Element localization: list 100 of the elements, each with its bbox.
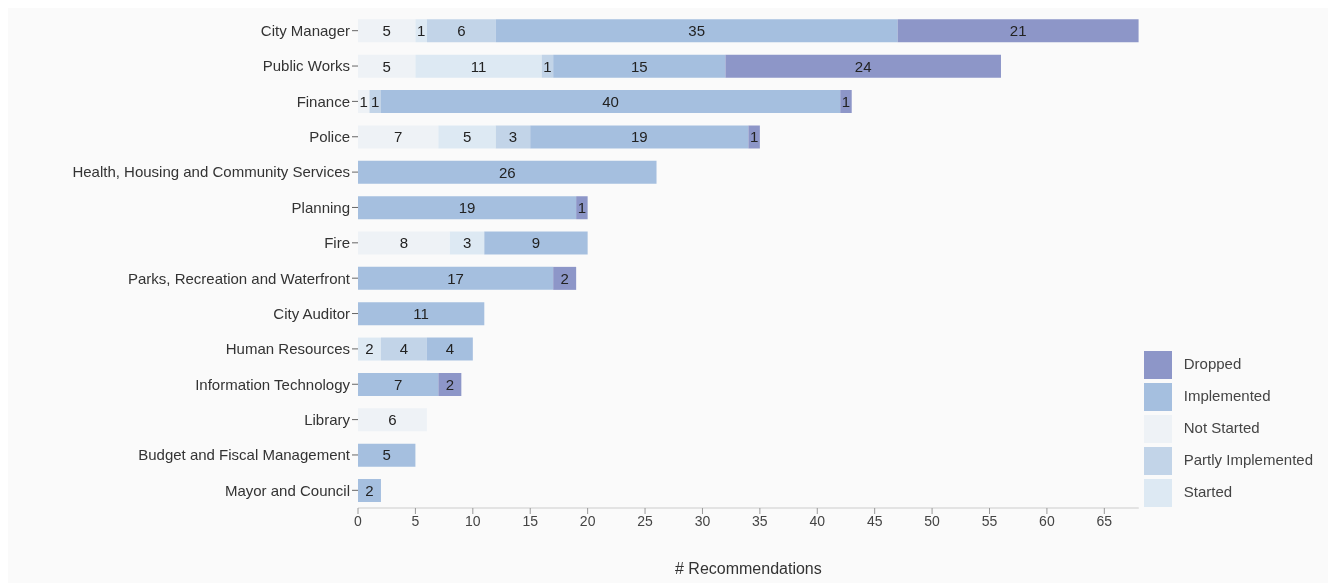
data-label: 19 bbox=[458, 198, 476, 216]
x-axis-title: # Recommendations bbox=[675, 560, 822, 577]
x-tick-label: 5 bbox=[411, 512, 420, 529]
bar bbox=[495, 125, 531, 149]
bar bbox=[358, 54, 416, 78]
y-tick-label: Library bbox=[304, 410, 351, 428]
data-label: 6 bbox=[457, 22, 466, 40]
legend-label: Partly Implemented bbox=[1183, 451, 1313, 468]
data-label: 1 bbox=[543, 57, 552, 75]
y-tick-label: City Auditor bbox=[273, 304, 350, 322]
bar bbox=[358, 408, 427, 432]
y-tick-label: Police bbox=[309, 128, 350, 146]
y-tick-label: Health, Housing and Community Services bbox=[72, 163, 350, 181]
bar bbox=[358, 372, 439, 396]
data-label: 5 bbox=[382, 446, 391, 464]
data-label: 19 bbox=[630, 128, 648, 146]
y-tick-label: Information Technology bbox=[195, 375, 351, 393]
bar bbox=[358, 302, 485, 326]
data-label: 11 bbox=[470, 57, 487, 75]
x-tick-label: 50 bbox=[924, 512, 941, 529]
data-label: 1 bbox=[749, 128, 759, 146]
data-label: 6 bbox=[388, 411, 397, 429]
y-tick-label: Human Resources bbox=[225, 340, 350, 358]
bar bbox=[897, 19, 1139, 43]
x-tick-label: 35 bbox=[752, 512, 768, 529]
data-label: 1 bbox=[371, 92, 380, 110]
bar bbox=[438, 372, 462, 396]
bar bbox=[358, 160, 657, 184]
x-tick-label: 25 bbox=[637, 512, 654, 529]
data-label: 24 bbox=[854, 57, 872, 75]
bar bbox=[358, 19, 416, 43]
bar bbox=[358, 231, 450, 255]
data-label: 26 bbox=[498, 163, 516, 181]
bar bbox=[725, 54, 1001, 78]
data-label: 8 bbox=[399, 234, 409, 252]
bar bbox=[358, 479, 381, 503]
bar bbox=[426, 337, 473, 361]
bar bbox=[576, 196, 588, 220]
bar bbox=[380, 337, 427, 361]
x-tick-label: 20 bbox=[579, 512, 596, 529]
x-tick-label: 55 bbox=[981, 512, 998, 529]
bar bbox=[840, 90, 852, 114]
x-tick-label: 45 bbox=[866, 512, 883, 529]
x-tick-label: 0 bbox=[354, 512, 363, 529]
bar bbox=[358, 337, 381, 361]
data-label: 7 bbox=[394, 375, 403, 393]
bar bbox=[358, 196, 577, 220]
x-tick-label: 65 bbox=[1096, 512, 1113, 529]
bar bbox=[495, 19, 898, 43]
y-tick-label: Finance bbox=[296, 92, 350, 110]
data-label: 4 bbox=[399, 340, 409, 358]
y-tick-label: Public Works bbox=[262, 57, 350, 75]
bar bbox=[449, 231, 485, 255]
bar bbox=[415, 54, 542, 78]
legend-label: Dropped bbox=[1183, 355, 1242, 372]
bar bbox=[553, 54, 726, 78]
legend-label: Not Started bbox=[1183, 419, 1260, 436]
y-tick-label: Planning bbox=[291, 198, 350, 216]
data-label: 40 bbox=[602, 92, 619, 110]
x-tick-label: 60 bbox=[1039, 512, 1055, 529]
data-label: 5 bbox=[382, 57, 391, 75]
data-label: 3 bbox=[508, 128, 518, 146]
bar bbox=[369, 90, 381, 114]
data-label: 15 bbox=[630, 57, 648, 75]
data-label: 5 bbox=[462, 128, 472, 146]
data-label: 2 bbox=[365, 340, 374, 358]
y-tick-label: City Manager bbox=[260, 22, 350, 39]
data-label: 1 bbox=[359, 92, 368, 110]
data-label: 7 bbox=[394, 128, 403, 146]
data-label: 1 bbox=[841, 92, 851, 110]
bar bbox=[358, 443, 416, 467]
bar bbox=[358, 125, 439, 149]
data-label: 21 bbox=[1009, 22, 1027, 40]
data-label: 3 bbox=[462, 234, 472, 252]
data-label: 2 bbox=[560, 269, 569, 287]
bar bbox=[553, 266, 577, 290]
data-label: 17 bbox=[447, 269, 464, 287]
y-tick-label: Fire bbox=[324, 234, 350, 252]
y-tick-label: Mayor and Council bbox=[224, 481, 350, 499]
data-label: 4 bbox=[445, 340, 455, 358]
bar bbox=[484, 231, 588, 255]
data-label: 5 bbox=[382, 22, 391, 40]
x-tick-label: 10 bbox=[465, 512, 481, 529]
bar bbox=[426, 19, 496, 43]
y-tick-label: Parks, Recreation and Waterfront bbox=[127, 269, 351, 287]
data-label: 2 bbox=[365, 481, 374, 499]
bar bbox=[380, 90, 841, 114]
bar bbox=[358, 266, 554, 290]
x-tick-label: 40 bbox=[809, 512, 826, 529]
bar bbox=[438, 125, 496, 149]
data-label: 9 bbox=[531, 234, 541, 252]
legend-label: Started bbox=[1183, 483, 1233, 500]
data-label: 2 bbox=[445, 375, 455, 393]
x-tick-label: 15 bbox=[522, 512, 539, 529]
bar bbox=[530, 125, 749, 149]
legend-label: Implemented bbox=[1183, 387, 1271, 404]
data-label: 1 bbox=[577, 198, 587, 216]
y-tick-label: Budget and Fiscal Management bbox=[138, 446, 351, 464]
data-label: 1 bbox=[416, 22, 426, 40]
data-label: 11 bbox=[413, 305, 429, 323]
